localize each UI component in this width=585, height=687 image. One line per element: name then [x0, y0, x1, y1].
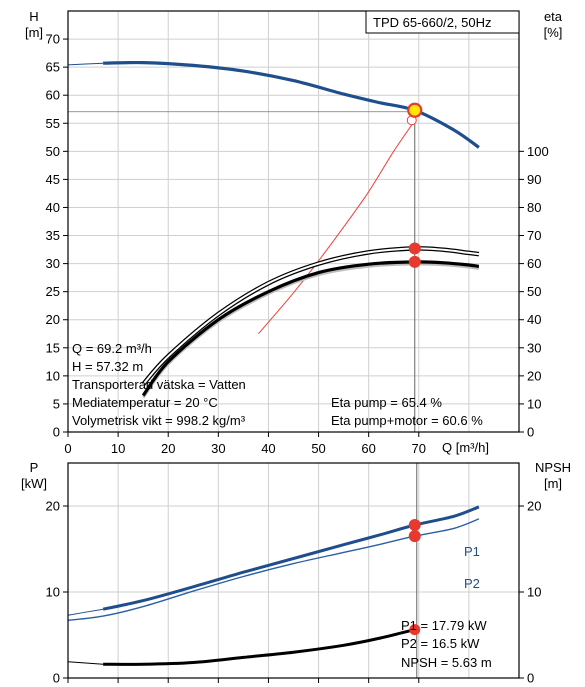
x-tick-label: 0	[64, 441, 71, 456]
operating-point-markers	[68, 102, 423, 678]
y-right-tick-label: 40	[527, 312, 541, 327]
info-fluid: Transporterad vätska = Vatten	[72, 377, 246, 392]
y-left-tick-label: 65	[46, 60, 60, 75]
eta-pump-marker	[408, 242, 421, 255]
y-left-tick-label: 25	[46, 284, 60, 299]
y-left-tick-label: 60	[46, 88, 60, 103]
npsh-curve	[103, 628, 416, 666]
info-eta-pump: Eta pump = 65.4 %	[331, 395, 442, 410]
p1-series-label: P1	[464, 544, 480, 559]
y-left-tick-label: 50	[46, 144, 60, 159]
info-eta-pump-motor: Eta pump+motor = 60.6 %	[331, 413, 483, 428]
y-left-tick-label: 5	[53, 396, 60, 411]
y-right-tick-label: 90	[527, 172, 541, 187]
system-curve	[258, 120, 416, 335]
p-axis-unit: [kW]	[21, 476, 47, 491]
info-p1: P1 = 17.79 kW	[401, 618, 487, 633]
npsh-axis-tick-label: 0	[527, 671, 534, 686]
npsh-axis-unit: [m]	[544, 476, 562, 491]
p-axis-tick-label: 20	[46, 499, 60, 514]
npsh-marker	[409, 624, 421, 636]
x-tick-label: 70	[412, 441, 426, 456]
y-right-tick-label: 30	[527, 340, 541, 355]
info-flow: Q = 69.2 m³/h	[72, 341, 152, 356]
y-right-tick-label: 70	[527, 228, 541, 243]
y-left-tick-label: 30	[46, 256, 60, 271]
chart-title-box	[365, 10, 520, 34]
p2-curve	[67, 518, 480, 622]
bottom-plot-frame	[67, 462, 520, 679]
info-p2: P2 = 16.5 kW	[401, 636, 480, 651]
x-tick-label: 30	[211, 441, 225, 456]
info-temperature: Mediatemperatur = 20 °C	[72, 395, 218, 410]
bottom-axis-ticks: 0 10 20 0 10 20	[46, 499, 542, 686]
y-right-tick-label: 100	[527, 144, 549, 159]
eta-pump-motor-marker	[408, 255, 421, 268]
npsh-axis-label: NPSH	[535, 460, 571, 475]
eta-pump-motor-curve	[141, 260, 480, 397]
npsh-axis-tick-label: 10	[527, 585, 541, 600]
x-tick-label: 20	[161, 441, 175, 456]
info-head: H = 57.32 m	[72, 359, 143, 374]
y-left-label: H	[29, 9, 38, 24]
y-right-tick-label: 10	[527, 396, 541, 411]
p-axis-label: P	[30, 460, 39, 475]
p1-marker	[408, 519, 421, 532]
chart-title: TPD 65-660/2, 50Hz	[373, 15, 492, 30]
head-curve	[103, 60, 480, 149]
x-tick-label: 60	[361, 441, 375, 456]
p-axis-tick-label: 10	[46, 585, 60, 600]
npsh-axis-tick-label: 20	[527, 499, 541, 514]
p1-curve-extension	[67, 608, 104, 616]
duty-point-marker	[407, 102, 423, 118]
eta-pump-curve-outline	[141, 246, 480, 386]
eta-pump-motor-shadow	[141, 262, 480, 399]
curves	[67, 60, 480, 666]
p2-marker	[408, 530, 421, 543]
x-axis-label: Q [m³/h]	[442, 440, 489, 455]
x-tick-label: 50	[311, 441, 325, 456]
p2-series-label: P2	[464, 576, 480, 591]
eta-pump-curve	[142, 247, 480, 385]
x-tick-label: 10	[111, 441, 125, 456]
y-left-tick-label: 70	[46, 32, 60, 47]
npsh-curve-extension	[67, 661, 104, 665]
y-right-label: eta	[544, 9, 563, 24]
head-curve-extension	[67, 62, 104, 66]
y-right-unit: [%]	[544, 25, 563, 40]
info-npsh: NPSH = 5.63 m	[401, 655, 492, 670]
y-left-tick-label: 45	[46, 172, 60, 187]
p1-curve	[102, 505, 480, 611]
y-right-tick-label: 20	[527, 368, 541, 383]
y-left-tick-label: 55	[46, 116, 60, 131]
top-axis-ticks: 0 5 10 15 20 25 30 35 40 45 50 55 60 65 70 0 10 20 30 40 50 6…	[46, 32, 549, 456]
top-plot-frame	[67, 10, 520, 433]
y-left-tick-label: 35	[46, 228, 60, 243]
y-left-unit: [m]	[25, 25, 43, 40]
info-density: Volymetrisk vikt = 998.2 kg/m³	[72, 413, 246, 428]
bottom-grid	[68, 463, 519, 678]
y-left-tick-label: 40	[46, 200, 60, 215]
y-right-tick-label: 0	[527, 425, 534, 440]
y-left-tick-label: 20	[46, 312, 60, 327]
y-right-tick-label: 60	[527, 256, 541, 271]
y-left-tick-label: 15	[46, 340, 60, 355]
y-right-tick-label: 50	[527, 284, 541, 299]
y-left-tick-label: 0	[53, 425, 60, 440]
p-axis-tick-label: 0	[53, 671, 60, 686]
y-right-tick-label: 80	[527, 200, 541, 215]
y-left-tick-label: 10	[46, 368, 60, 383]
x-tick-label: 40	[261, 441, 275, 456]
